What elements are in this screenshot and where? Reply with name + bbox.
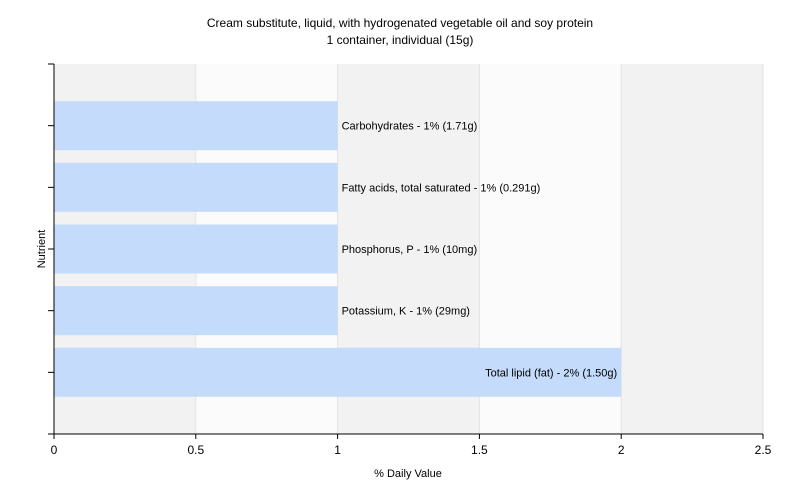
x-tick-label: 2.5: [755, 443, 772, 457]
bar: [54, 162, 338, 212]
bar-data-label: Fatty acids, total saturated - 1% (0.291…: [342, 182, 541, 194]
bar: [54, 101, 338, 151]
plot-area: Carbohydrates - 1% (1.71g) Fatty acids, t…: [48, 63, 772, 457]
x-tick-label: 2: [618, 443, 625, 457]
bar-data-label: Total lipid (fat) - 2% (1.50g): [485, 367, 617, 379]
chart-title: Cream substitute, liquid, with hydrogena…: [207, 16, 593, 30]
bar: [54, 224, 338, 274]
x-tick-label: 1: [334, 443, 341, 457]
x-tick-label: 0.5: [187, 443, 204, 457]
bar-data-label: Carbohydrates - 1% (1.71g): [342, 121, 478, 133]
chart-subtitle: 1 container, individual (15g): [327, 33, 474, 47]
plot-band: [621, 64, 763, 434]
x-axis-label: % Daily Value: [374, 468, 442, 480]
bar-data-label: Phosphorus, P - 1% (10mg): [342, 244, 478, 256]
bar: [54, 286, 338, 336]
x-tick-label: 1.5: [471, 443, 488, 457]
bar-data-label: Potassium, K - 1% (29mg): [342, 306, 470, 318]
y-axis-label: Nutrient: [36, 230, 48, 269]
bar: [54, 347, 622, 397]
x-tick-label: 0: [51, 443, 58, 457]
